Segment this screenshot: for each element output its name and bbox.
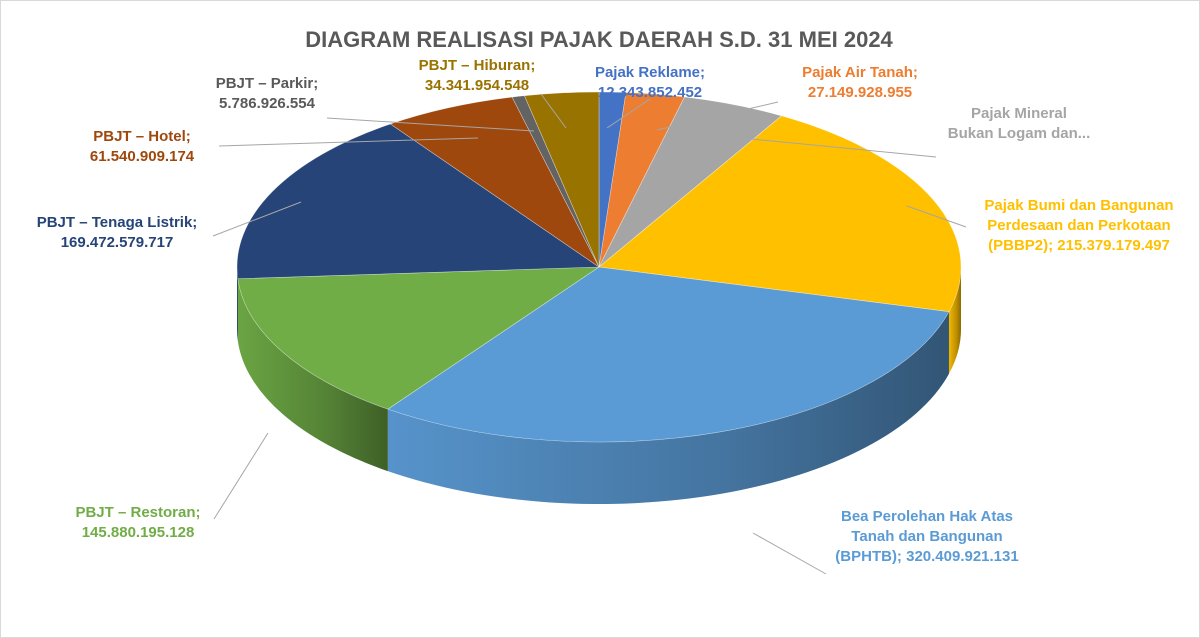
data-label-7-line-2: 169.472.579.717 <box>61 234 174 251</box>
data-label-10: PBJT – Hiburan; 34.341.954.548 <box>419 57 536 94</box>
data-label-4: Pajak Bumi dan Bangunan Perdesaan dan Per… <box>984 197 1173 254</box>
data-label-4-line-1: Pajak Bumi dan Bangunan <box>984 197 1173 214</box>
data-label-9: PBJT – Parkir; 5.786.926.554 <box>216 75 319 112</box>
data-label-1-line-2: 12.343.852.452 <box>598 84 702 101</box>
data-label-2-line-1: Pajak Air Tanah; <box>802 64 918 81</box>
leader-line-1 <box>606 98 651 129</box>
slice-side-shade-5 <box>387 311 949 505</box>
data-label-3-line-1: Pajak Mineral <box>971 105 1067 122</box>
leader-line-3 <box>710 134 937 158</box>
slice-side-shade-6 <box>237 278 388 472</box>
slice-side-shade-4 <box>948 267 961 374</box>
leader-line-7 <box>212 201 302 237</box>
leader-line-10 <box>540 93 567 129</box>
data-label-5-line-1: Bea Perolehan Hak Atas <box>841 508 1013 525</box>
pie-sides <box>237 267 961 505</box>
data-label-8-line-2: 61.540.909.174 <box>90 148 195 165</box>
data-label-2: Pajak Air Tanah; 27.149.928.955 <box>802 64 918 101</box>
slice-5 <box>387 266 950 443</box>
slice-7 <box>236 123 600 279</box>
slice-10 <box>524 91 600 268</box>
data-label-5-line-2: Tanah dan Bangunan <box>851 528 1002 545</box>
data-label-8: PBJT – Hotel; 61.540.909.174 <box>90 128 195 165</box>
leader-line-5 <box>752 532 827 575</box>
data-label-7-line-1: PBJT – Tenaga Listrik; <box>37 214 198 231</box>
data-label-9-line-1: PBJT – Parkir; <box>216 75 319 92</box>
data-label-10-line-1: PBJT – Hiburan; <box>419 57 536 74</box>
slice-side-shade-7 <box>237 267 238 341</box>
data-label-5: Bea Perolehan Hak Atas Tanah dan Bangunan… <box>835 508 1018 565</box>
data-label-4-line-2: Perdesaan dan Perkotaan <box>987 217 1170 234</box>
slice-6 <box>237 266 601 410</box>
data-label-4-line-3: (PBBP2); 215.379.179.497 <box>988 237 1170 254</box>
data-label-3-line-2: Bukan Logam dan... <box>948 125 1091 142</box>
data-label-5-line-3: (BPHTB); 320.409.921.131 <box>835 548 1018 565</box>
data-labels: Pajak Reklame; 12.343.852.452 Pajak Air Ta… <box>37 57 1174 565</box>
leader-lines <box>212 93 967 575</box>
leader-line-9 <box>326 117 535 132</box>
leader-line-6 <box>213 432 269 520</box>
data-label-6-line-1: PBJT – Restoran; <box>75 504 200 521</box>
data-label-1-line-1: Pajak Reklame; <box>595 64 705 81</box>
data-label-7: PBJT – Tenaga Listrik; 169.472.579.717 <box>37 214 198 251</box>
data-label-1: Pajak Reklame; 12.343.852.452 <box>595 64 705 101</box>
data-label-3: Pajak Mineral Bukan Logam dan... <box>948 105 1091 142</box>
pie-slices <box>236 91 962 443</box>
data-label-2-line-2: 27.149.928.955 <box>808 84 912 101</box>
leader-line-8 <box>218 137 479 147</box>
data-label-8-line-1: PBJT – Hotel; <box>93 128 191 145</box>
slice-4 <box>598 115 962 313</box>
data-label-6: PBJT – Restoran; 145.880.195.128 <box>75 504 200 541</box>
data-label-6-line-2: 145.880.195.128 <box>82 524 195 541</box>
leader-line-4 <box>906 205 967 228</box>
leader-line-2 <box>656 101 779 131</box>
data-label-10-line-2: 34.341.954.548 <box>425 77 529 94</box>
data-label-9-line-2: 5.786.926.554 <box>219 95 316 112</box>
chart-title: DIAGRAM REALISASI PAJAK DAERAH S.D. 31 M… <box>305 27 893 52</box>
